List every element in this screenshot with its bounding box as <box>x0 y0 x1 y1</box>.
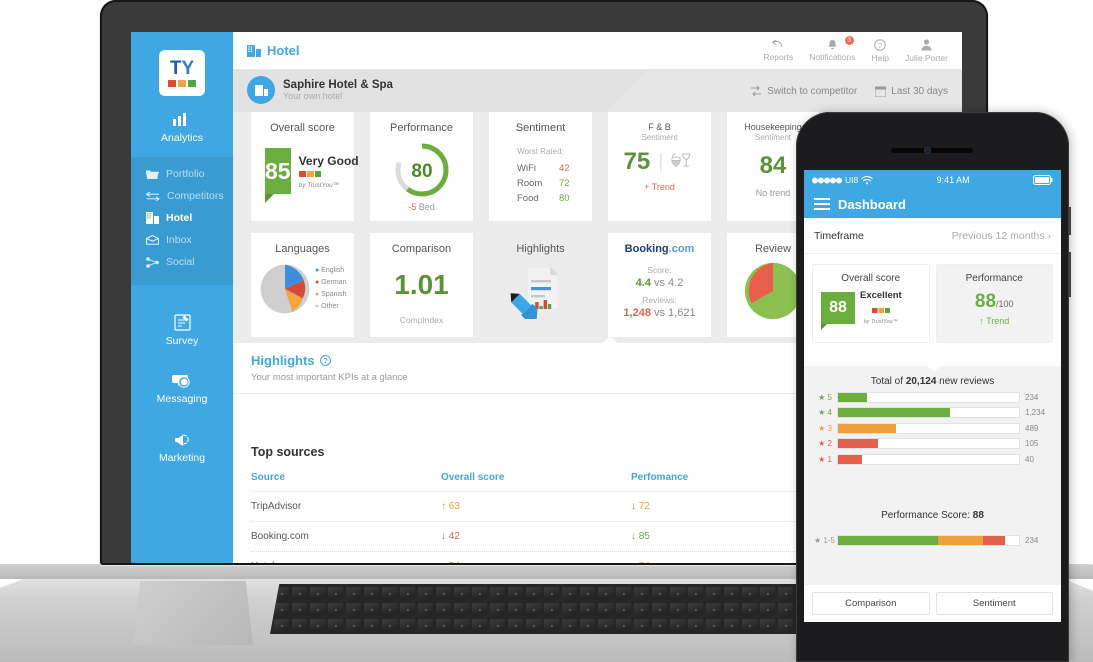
svg-text:80: 80 <box>411 161 432 182</box>
svg-text:?: ? <box>878 43 882 50</box>
svg-text:?: ? <box>323 358 327 365</box>
